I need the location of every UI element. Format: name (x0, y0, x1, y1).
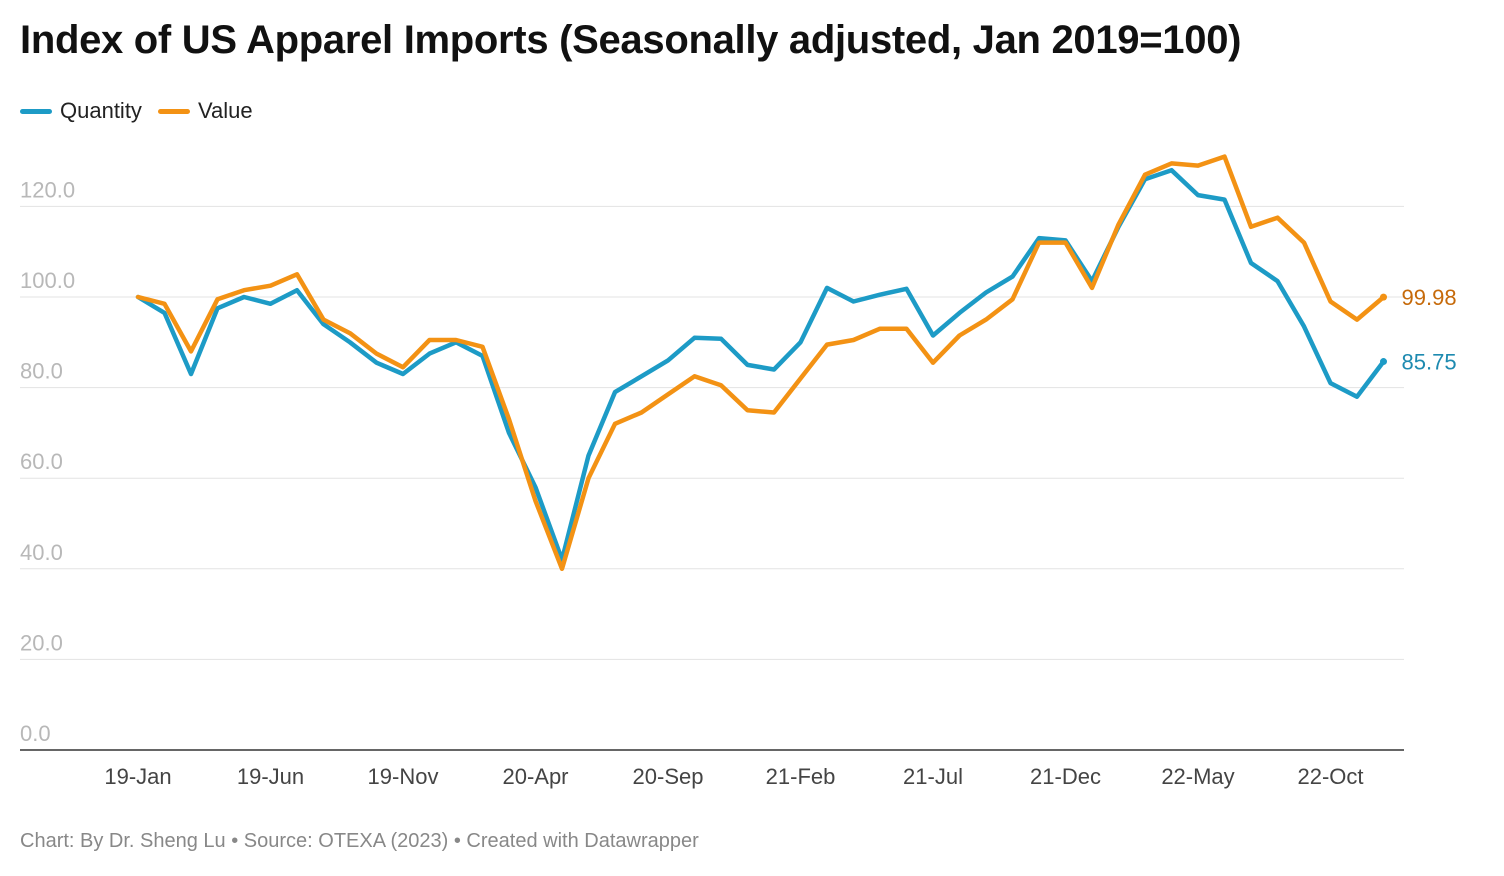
chart-footer: Chart: By Dr. Sheng Lu • Source: OTEXA (… (20, 830, 699, 852)
end-labels: 85.75 99.98 (1380, 285, 1457, 375)
legend-label-quantity: Quantity (60, 98, 142, 123)
x-tick-label: 20-Sep (633, 764, 704, 789)
x-tick-label: 19-Jun (237, 764, 304, 789)
y-tick-label: 40.0 (20, 540, 63, 565)
x-tick-label: 19-Nov (368, 764, 439, 789)
series-lines (135, 154, 1386, 572)
y-tick-label: 120.0 (20, 177, 75, 202)
chart-title: Index of US Apparel Imports (Seasonally … (20, 18, 1242, 62)
x-tick-label: 21-Jul (903, 764, 963, 789)
legend-swatch-value (157, 108, 190, 114)
x-tick-label: 20-Apr (502, 764, 568, 789)
y-tick-label: 100.0 (20, 268, 75, 293)
y-tick-label: 0.0 (20, 721, 51, 746)
gridlines (20, 205, 1404, 751)
end-label-value: 99.98 (1402, 285, 1457, 310)
legend-label-value: Value (197, 98, 253, 123)
legend-item-quantity: Quantity (20, 98, 142, 124)
y-tick-label: 20.0 (20, 630, 63, 655)
x-axis-ticks: 19-Jan 19-Jun 19-Nov 20-Apr 20-Sep 21-Feb 21-J… (104, 764, 1363, 789)
y-tick-label: 60.0 (20, 449, 63, 474)
end-point-value (1380, 293, 1387, 301)
series-line-quantity (135, 167, 1386, 562)
legend-item-value: Value (157, 98, 253, 124)
series-line-value (135, 154, 1386, 572)
legend: Quantity Value (20, 98, 269, 124)
y-axis-ticks: 0.0 20.0 40.0 60.0 80.0 100.0 120.0 (20, 177, 75, 746)
end-point-quantity (1380, 358, 1387, 366)
x-tick-label: 21-Dec (1030, 764, 1101, 789)
x-tick-label: 22-May (1161, 764, 1234, 789)
x-tick-label: 21-Feb (766, 764, 836, 789)
end-label-quantity: 85.75 (1402, 350, 1457, 375)
legend-swatch-quantity (20, 108, 52, 114)
x-tick-label: 19-Jan (104, 764, 171, 789)
x-tick-label: 22-Oct (1297, 764, 1363, 789)
y-tick-label: 80.0 (20, 359, 63, 384)
